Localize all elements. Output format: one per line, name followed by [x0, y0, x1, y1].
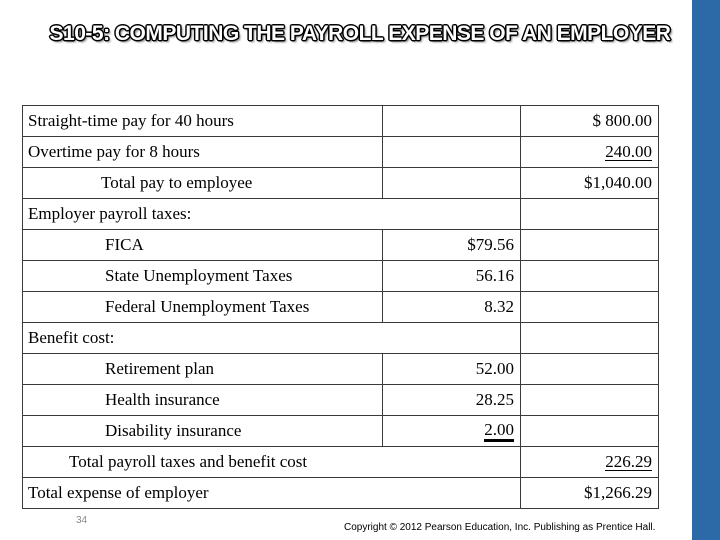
table-row-retirement: Retirement plan 52.00: [22, 353, 659, 385]
table-row-employer-taxes-header: Employer payroll taxes:: [22, 198, 659, 230]
row-label: Retirement plan: [22, 353, 383, 385]
row-amount: 8.32: [484, 297, 514, 316]
page-number: 34: [76, 515, 88, 526]
row-label: Total pay to employee: [22, 167, 383, 199]
right-accent-bar: [692, 0, 720, 540]
row-label: Total expense of employer: [22, 477, 521, 509]
table-row-straight-time: Straight-time pay for 40 hours $ 800.00: [22, 105, 659, 137]
row-amount: $79.56: [467, 235, 514, 254]
row-amount: $ 800.00: [592, 111, 653, 130]
table-row-state-unemployment: State Unemployment Taxes 56.16: [22, 260, 659, 292]
table-row-overtime: Overtime pay for 8 hours 240.00: [22, 136, 659, 168]
table-row-disability: Disability insurance 2.00: [22, 415, 659, 447]
table-row-total-taxes-benefits: Total payroll taxes and benefit cost 226…: [22, 446, 659, 478]
copyright-notice: Copyright © 2012 Pearson Education, Inc.…: [344, 522, 656, 533]
table-row-total-pay: Total pay to employee $1,040.00: [22, 167, 659, 199]
payroll-table: Straight-time pay for 40 hours $ 800.00 …: [22, 105, 659, 509]
slide-title: S10-5: COMPUTING THE PAYROLL EXPENSE OF …: [49, 22, 671, 45]
table-row-total-expense: Total expense of employer $1,266.29: [22, 477, 659, 509]
section-heading: Employer payroll taxes:: [22, 198, 521, 230]
section-heading: Benefit cost:: [22, 322, 521, 354]
row-label: Disability insurance: [22, 415, 383, 447]
row-amount: 52.00: [475, 359, 514, 378]
row-label: Health insurance: [22, 384, 383, 416]
table-row-health: Health insurance 28.25: [22, 384, 659, 416]
row-amount: 28.25: [475, 390, 514, 409]
table-row-fica: FICA $79.56: [22, 229, 659, 261]
row-amount: 226.29: [605, 452, 652, 471]
table-row-federal-unemployment: Federal Unemployment Taxes 8.32: [22, 291, 659, 323]
row-amount: 56.16: [475, 266, 514, 285]
row-amount: $1,266.29: [584, 483, 652, 502]
table-row-benefit-header: Benefit cost:: [22, 322, 659, 354]
row-label: Straight-time pay for 40 hours: [22, 105, 383, 137]
row-amount: 240.00: [605, 142, 652, 161]
row-label: Overtime pay for 8 hours: [22, 136, 383, 168]
row-amount: $1,040.00: [584, 173, 652, 192]
row-label: Total payroll taxes and benefit cost: [22, 446, 521, 478]
row-label: State Unemployment Taxes: [22, 260, 383, 292]
row-label: Federal Unemployment Taxes: [22, 291, 383, 323]
row-label: FICA: [22, 229, 383, 261]
row-amount: 2.00: [484, 421, 514, 442]
